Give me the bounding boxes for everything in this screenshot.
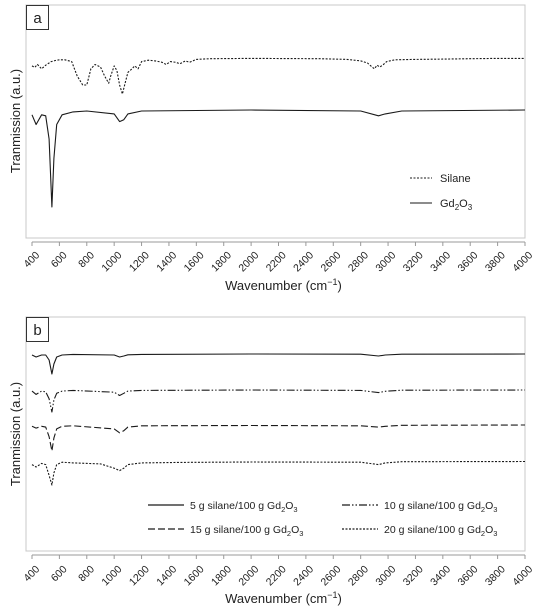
x-tick-label: 800 — [76, 249, 97, 270]
x-axis-label: Wavenumber (cm−1) — [225, 277, 342, 293]
legend-label: 5 g silane/100 g Gd2O3 — [190, 500, 298, 514]
x-tick-label: 1000 — [99, 563, 124, 588]
x-tick-label: 1600 — [182, 249, 207, 274]
x-tick-label: 2200 — [264, 563, 289, 588]
x-tick-label: 2000 — [236, 249, 261, 274]
x-tick-label: 2400 — [291, 563, 316, 588]
x-tick-label: 1600 — [182, 563, 207, 588]
x-tick-label: 1400 — [154, 563, 179, 588]
x-tick-label: 4000 — [510, 249, 535, 274]
plot-frame — [25, 316, 526, 552]
x-tick-label: 2400 — [291, 249, 316, 274]
x-tick-label: 600 — [49, 249, 70, 270]
x-tick-label: 1800 — [209, 563, 234, 588]
x-tick-label: 3800 — [483, 249, 508, 274]
x-tick-label: 3800 — [483, 563, 508, 588]
y-axis-label: Tranmission (a.u.) — [8, 69, 23, 173]
x-tick-label: 2600 — [319, 563, 344, 588]
x-tick-label: 1000 — [99, 249, 124, 274]
x-tick-label: 2800 — [346, 563, 371, 588]
legend-label: 15 g silane/100 g Gd2O3 — [190, 524, 303, 538]
series-line-4 — [31, 460, 526, 486]
chart-panel-b: b 400 600 800 1000 1200 1400 1600 1800 2000 2200 24… — [8, 316, 535, 606]
x-tick-label: 1200 — [127, 563, 152, 588]
x-tick-label: 600 — [49, 563, 70, 584]
panel-label-box — [26, 5, 49, 30]
x-tick-label: 2800 — [346, 249, 371, 274]
x-tick-label: 400 — [21, 249, 42, 270]
series-line-3 — [31, 424, 526, 452]
x-tick-label: 2200 — [264, 249, 289, 274]
x-tick-label: 1400 — [154, 249, 179, 274]
x-tick-label: 400 — [21, 563, 42, 584]
x-tick-label: 3000 — [373, 249, 398, 274]
x-tick-label: 3200 — [401, 563, 426, 588]
panel-label: b — [33, 322, 41, 339]
x-tick-label: 4000 — [510, 563, 535, 588]
x-tick-label: 3200 — [401, 249, 426, 274]
x-tick-label: 3400 — [428, 563, 453, 588]
x-tick-label: 2600 — [319, 249, 344, 274]
legend-label: Gd2O3 — [440, 198, 473, 212]
panel-label-box — [26, 317, 49, 342]
x-tick-label: 800 — [76, 563, 97, 584]
series-line-2 — [31, 109, 526, 208]
series-line-2 — [31, 389, 526, 413]
x-tick-label: 3600 — [456, 563, 481, 588]
chart-panel-a: a 400 600 800 1000 1200 1400 1600 1800 2000 2200 24… — [8, 4, 535, 293]
x-tick-label: 1800 — [209, 249, 234, 274]
x-tick-label: 3400 — [428, 249, 453, 274]
x-tick-label: 1200 — [127, 249, 152, 274]
series-line-1 — [31, 57, 525, 95]
x-tick-label: 3000 — [373, 563, 398, 588]
panel-label: a — [33, 10, 42, 27]
legend-label: 10 g silane/100 g Gd2O3 — [384, 500, 497, 514]
x-tick-label: 3600 — [456, 249, 481, 274]
y-axis-label: Tranmission (a.u.) — [8, 382, 23, 486]
legend-label: 20 g silane/100 g Gd2O3 — [384, 524, 497, 538]
series-line-1 — [31, 353, 526, 375]
x-tick-label: 2000 — [236, 563, 261, 588]
plot-frame — [25, 4, 526, 239]
x-axis-label: Wavenumber (cm−1) — [225, 590, 342, 606]
legend-label: Silane — [440, 173, 471, 185]
